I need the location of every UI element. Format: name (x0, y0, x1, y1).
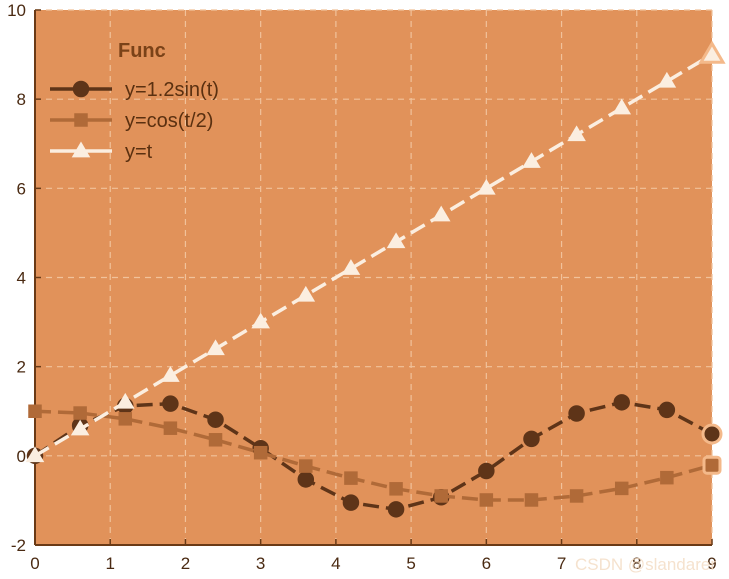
data-point (389, 482, 403, 496)
series-3 (25, 40, 726, 463)
data-point (477, 178, 496, 195)
data-point (569, 489, 584, 503)
end-point (698, 40, 726, 64)
data-point (207, 411, 224, 428)
y-tick-label: -2 (11, 536, 26, 555)
data-point (431, 205, 451, 222)
data-point (523, 430, 540, 448)
legend-item: y=t (50, 141, 153, 163)
legend-items: y=1.2sin(t) y=cos(t/2) y=t (50, 79, 219, 163)
data-point (253, 445, 268, 460)
y-tick-label: 10 (7, 1, 26, 20)
end-point (701, 423, 723, 445)
series-line (34, 53, 713, 458)
data-point (479, 493, 494, 507)
watermark: CSDN @slandarer (575, 555, 716, 574)
y-tick-label: 6 (17, 179, 26, 198)
series-line (34, 400, 713, 512)
y-tick-label: 0 (17, 447, 26, 466)
x-tick-label: 2 (181, 554, 190, 573)
x-tick-label: 7 (557, 554, 566, 573)
x-tick-label: 3 (256, 554, 265, 573)
data-point (613, 394, 630, 411)
data-point (162, 395, 179, 412)
series-line (34, 409, 713, 502)
data-point (73, 406, 87, 420)
data-point (296, 285, 316, 302)
data-point (387, 501, 405, 518)
data-point (297, 471, 315, 488)
data-point (478, 462, 495, 480)
data-point (658, 401, 676, 419)
data-point (208, 433, 223, 447)
data-point (434, 489, 448, 503)
legend-title: Func (118, 40, 166, 62)
legend-marker (74, 113, 88, 127)
data-point (344, 471, 358, 485)
data-point (386, 232, 406, 249)
legend-label: y=cos(t/2) (125, 110, 213, 132)
legend-item: y=cos(t/2) (50, 110, 213, 132)
x-tick-label: 8 (632, 554, 641, 573)
x-tick-label: 9 (707, 554, 716, 573)
data-point (660, 470, 674, 485)
data-point (341, 259, 361, 275)
legend-label: y=t (125, 141, 153, 163)
data-point (25, 446, 45, 463)
data-point (251, 312, 270, 329)
x-tick-label: 4 (331, 554, 340, 573)
data-point (567, 125, 586, 142)
x-tick-label: 5 (406, 554, 415, 573)
y-tick-label: 2 (17, 358, 26, 377)
series-2 (28, 404, 722, 507)
legend: Func y=1.2sin(t) y=cos(t/2) y=t (50, 40, 219, 163)
data-point (612, 98, 632, 115)
data-point (614, 481, 629, 496)
series-layer (25, 40, 726, 518)
data-point (28, 404, 42, 418)
data-point (657, 71, 677, 88)
x-tick-label: 0 (30, 554, 39, 573)
x-tick-label: 1 (105, 554, 114, 573)
data-point (524, 493, 539, 507)
data-point (115, 392, 135, 409)
data-point (568, 405, 585, 422)
data-point (161, 366, 180, 382)
legend-marker (72, 80, 90, 98)
data-point (206, 339, 225, 356)
data-point (118, 412, 133, 426)
data-point (163, 421, 178, 435)
legend-item: y=1.2sin(t) (50, 79, 219, 101)
data-point (70, 419, 90, 436)
data-point (522, 152, 541, 168)
legend-marker (71, 141, 91, 158)
data-point (342, 494, 360, 511)
y-tick-label: 8 (17, 90, 26, 109)
y-tick-label: 4 (17, 269, 26, 288)
x-tick-label: 6 (482, 554, 491, 573)
end-point (702, 455, 722, 475)
legend-label: y=1.2sin(t) (125, 79, 219, 101)
data-point (299, 459, 313, 473)
